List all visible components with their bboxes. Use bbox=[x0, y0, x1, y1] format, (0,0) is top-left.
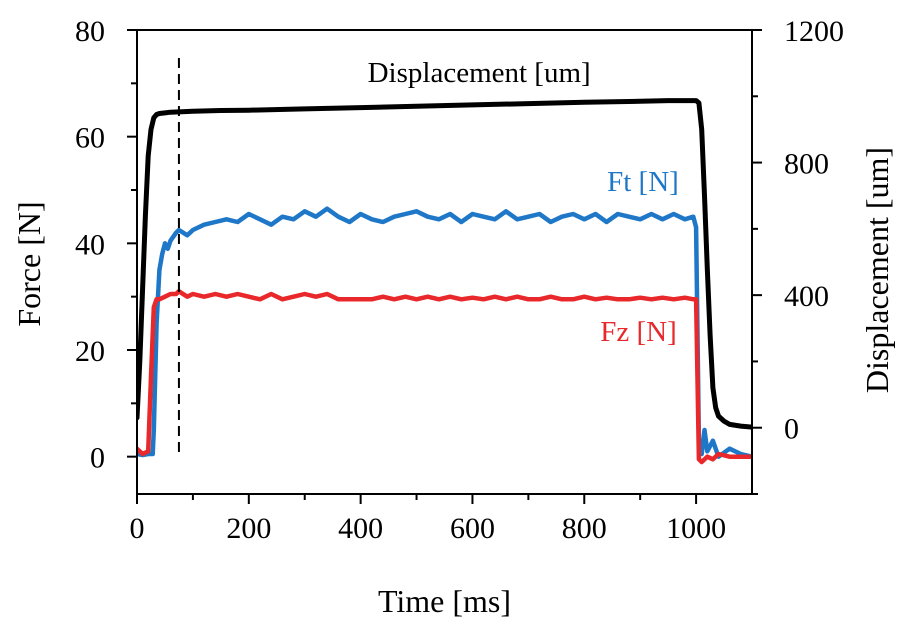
x-axis-title: Time [ms] bbox=[378, 583, 511, 619]
x-tick-label: 800 bbox=[562, 512, 607, 545]
left-y-axis-ticks: 0 20 40 60 80 bbox=[75, 15, 137, 475]
y2-tick-label: 800 bbox=[784, 148, 829, 181]
y-tick-label: 40 bbox=[75, 228, 105, 261]
y-tick-label: 20 bbox=[75, 335, 105, 368]
y-tick-label: 80 bbox=[75, 15, 105, 48]
x-axis-ticks: 0 200 400 600 800 1000 bbox=[130, 494, 726, 545]
y2-tick-label: 0 bbox=[784, 413, 799, 446]
series-layer bbox=[137, 98, 752, 465]
series-line-fz bbox=[137, 289, 752, 465]
y2-tick-label: 1200 bbox=[784, 15, 844, 48]
x-tick-label: 400 bbox=[338, 512, 383, 545]
plot-frame bbox=[136, 29, 753, 495]
y-tick-label: 60 bbox=[75, 122, 105, 155]
series-label-displacement: Displacement [um] bbox=[368, 57, 591, 89]
x-tick-label: 600 bbox=[450, 512, 495, 545]
series-label-fz: Fz [N] bbox=[600, 316, 677, 348]
x-tick-label: 0 bbox=[130, 512, 145, 545]
y2-tick-label: 400 bbox=[784, 280, 829, 313]
x-tick-label: 1000 bbox=[666, 512, 726, 545]
x-tick-label: 200 bbox=[226, 512, 271, 545]
right-y-axis-title: Displacement [um] bbox=[859, 147, 895, 393]
y-tick-label: 0 bbox=[90, 442, 105, 475]
right-y-axis-ticks: 0 400 800 1200 bbox=[752, 15, 844, 495]
left-y-axis-title: Force [N] bbox=[11, 201, 47, 326]
series-label-ft: Ft [N] bbox=[607, 166, 679, 198]
series-line-displacement bbox=[137, 98, 752, 430]
series-line-ft bbox=[137, 206, 752, 459]
